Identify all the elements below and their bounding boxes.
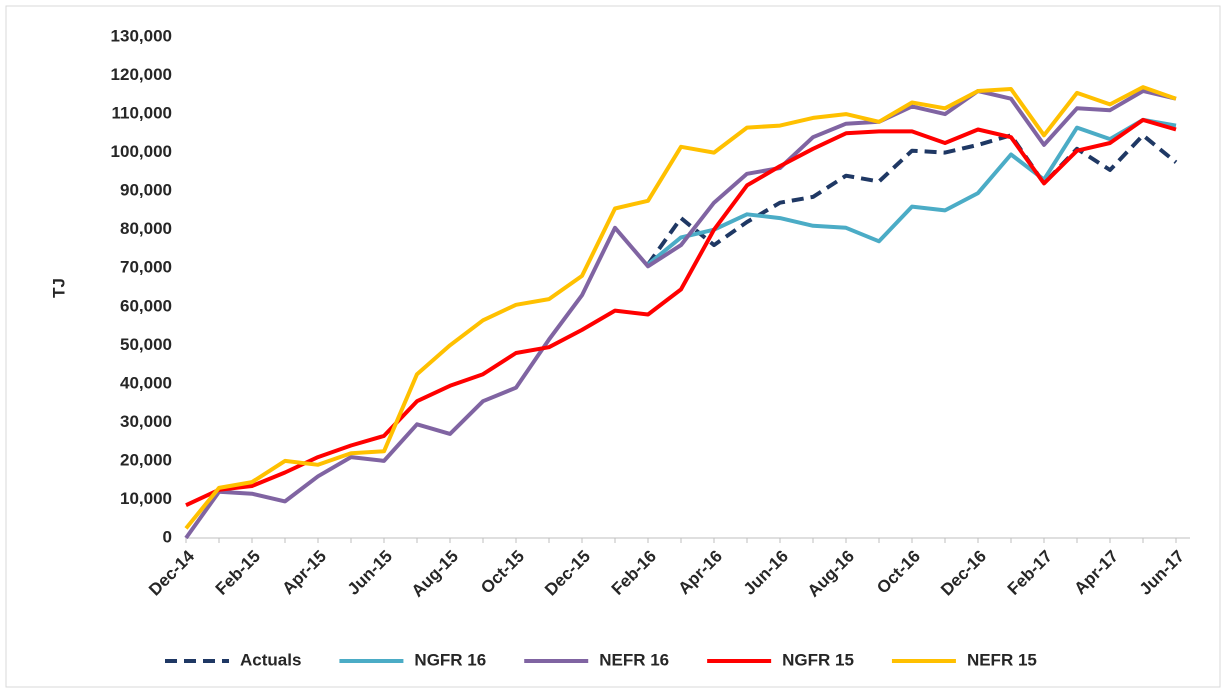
line-series	[184, 85, 1177, 530]
legend-label: NEFR 16	[599, 650, 669, 669]
y-tick-label: 60,000	[120, 296, 172, 315]
y-axis-label: TJ	[49, 278, 68, 298]
line-series	[184, 89, 1177, 540]
line-series	[185, 117, 1177, 508]
y-tick-label: 50,000	[120, 335, 172, 354]
y-tick-label: 70,000	[120, 258, 172, 277]
y-tick-label: 10,000	[120, 489, 172, 508]
y-tick-label: 40,000	[120, 373, 172, 392]
y-tick-label: 110,000	[111, 104, 172, 123]
y-tick-label: 80,000	[120, 219, 172, 238]
chart-border	[5, 5, 1221, 688]
y-tick-label: 130,000	[111, 26, 172, 45]
line-series	[646, 133, 1178, 266]
legend-label: NEFR 15	[967, 650, 1037, 669]
y-tick-label: 30,000	[120, 412, 172, 431]
y-tick-label: 20,000	[120, 450, 172, 469]
line-series	[646, 117, 1177, 266]
y-tick-label: 90,000	[120, 181, 172, 200]
y-tick-label: 100,000	[111, 142, 172, 161]
legend-label: NGFR 16	[414, 650, 486, 669]
legend-label: NGFR 15	[782, 650, 854, 669]
legend-label: Actuals	[240, 650, 301, 669]
y-tick-label: 120,000	[111, 65, 172, 84]
y-tick-label: 0	[163, 527, 172, 546]
